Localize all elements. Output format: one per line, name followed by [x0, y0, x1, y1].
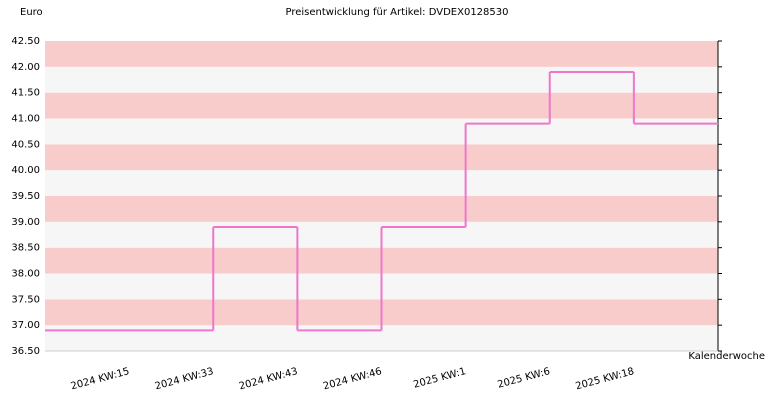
y-tick-label: 39.50	[11, 191, 40, 202]
x-tick-label: 2024 KW:33	[154, 366, 215, 392]
grid-band	[45, 170, 718, 196]
y-tick-label: 38.50	[11, 243, 40, 254]
x-tick-label: 2025 KW:6	[496, 366, 551, 391]
y-tick-label: 40.00	[11, 165, 40, 176]
grid-band	[45, 118, 718, 145]
x-tick-label: 2025 KW:18	[574, 366, 635, 392]
y-tick-label: 42.50	[11, 36, 40, 47]
grid-band	[45, 196, 718, 222]
y-tick-label: 36.50	[11, 346, 40, 357]
y-tick-label: 41.00	[11, 114, 40, 125]
y-tick-label: 42.00	[11, 62, 40, 73]
x-tick-label: 2024 KW:46	[322, 366, 383, 392]
x-tick-label: 2025 KW:1	[412, 366, 467, 391]
chart-title: Preisentwicklung für Artikel: DVDEX01285…	[285, 7, 508, 18]
x-tick-label: 2024 KW:43	[238, 366, 299, 392]
y-axis-label: Euro	[20, 7, 43, 18]
y-tick-label: 41.50	[11, 88, 40, 99]
y-tick-label: 40.50	[11, 139, 40, 150]
y-tick-label: 37.00	[11, 320, 40, 331]
grid-band	[45, 66, 718, 93]
y-tick-label: 37.50	[11, 294, 40, 305]
grid-band	[45, 144, 718, 171]
x-axis-label: Kalenderwoche	[688, 351, 765, 362]
grid-band	[45, 41, 718, 67]
y-tick-label: 38.00	[11, 269, 40, 280]
y-tick-label: 39.00	[11, 217, 40, 228]
x-tick-label: 2024 KW:15	[70, 366, 131, 392]
grid-band	[45, 92, 718, 119]
